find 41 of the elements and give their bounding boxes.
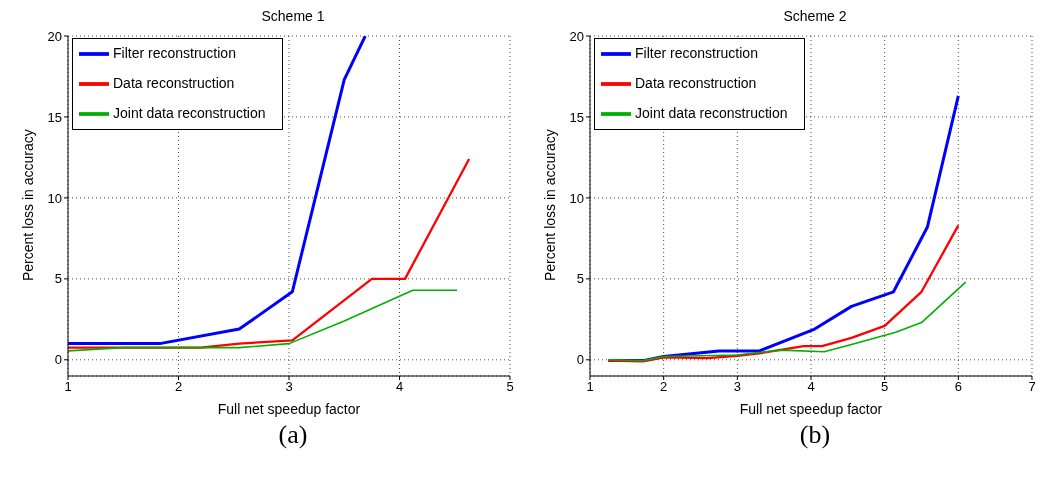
x-tick-label: 2	[660, 379, 668, 395]
x-tick-label: 5	[506, 379, 514, 395]
text: (a)	[277, 420, 309, 450]
y-tick-label: 10	[47, 190, 62, 206]
line-series	[607, 224, 960, 363]
x-tick-label: 1	[586, 379, 594, 395]
x-tick-label: 7	[1028, 379, 1036, 395]
y-tick-label: 5	[54, 271, 62, 287]
text: (b)	[798, 420, 832, 450]
line-series	[68, 157, 471, 349]
y-tick-label: 5	[576, 271, 584, 287]
legend-label: Data reconstruction	[635, 74, 757, 91]
x-tick-label: 3	[285, 379, 293, 395]
x-tick-label: 6	[954, 379, 962, 395]
legend-label: Data reconstruction	[113, 74, 235, 91]
chart-title: Scheme 1	[260, 8, 326, 26]
x-tick-label: 4	[807, 379, 815, 395]
legend-label: Joint data reconstruction	[113, 104, 266, 121]
legend-label: Filter reconstruction	[635, 44, 758, 61]
x-tick-label: 3	[733, 379, 741, 395]
y-tick-label: 15	[47, 109, 62, 125]
y-tick-label: 0	[576, 352, 584, 368]
y-axis-title: Percent loss in accuracy	[19, 129, 36, 281]
y-tick-label: 20	[569, 28, 584, 44]
x-tick-label: 2	[174, 379, 183, 395]
y-tick-label: 0	[54, 352, 62, 368]
legend-label: Filter reconstruction	[113, 44, 236, 61]
line-series	[607, 281, 967, 362]
y-tick-label: 10	[569, 190, 584, 206]
x-tick-label: 1	[64, 379, 72, 395]
x-axis-title: Full net speedup factor	[217, 401, 361, 417]
y-tick-label: 15	[569, 109, 584, 125]
x-tick-label: 4	[395, 379, 404, 395]
line-series	[68, 36, 367, 346]
x-tick-label: 5	[881, 379, 889, 395]
line-series	[68, 289, 458, 352]
y-axis-title: Percent loss in accuracy	[541, 129, 558, 281]
x-axis-title: Full net speedup factor	[739, 401, 883, 417]
chart-title: Scheme 2	[782, 8, 848, 26]
legend-label: Joint data reconstruction	[635, 104, 788, 121]
y-tick-label: 20	[47, 28, 62, 44]
